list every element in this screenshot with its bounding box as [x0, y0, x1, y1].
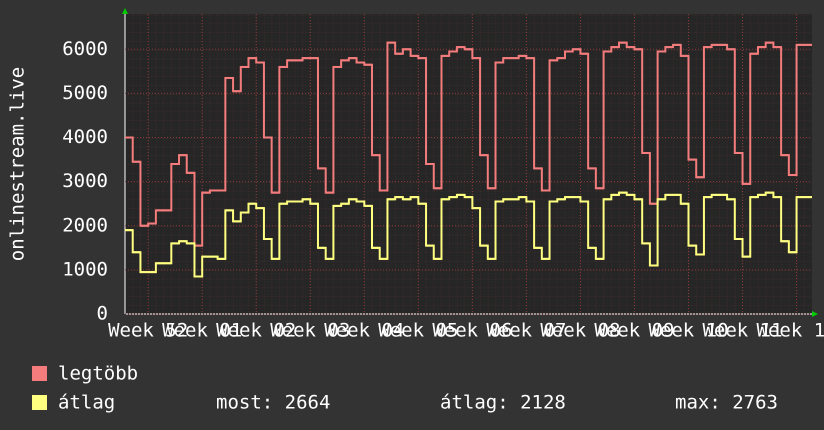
stat-now: most: 2664 [216, 392, 330, 414]
x-tick-label: Week 02 [216, 320, 296, 342]
series-connector [125, 191, 812, 278]
x-tick-label: Week 06 [432, 320, 512, 342]
x-tick-label: Week 05 [378, 320, 458, 342]
x-tick-label: Week 12 [757, 320, 824, 342]
legend-swatch [32, 395, 47, 410]
y-arrow [122, 8, 128, 14]
y-tick-label: 4000 [62, 126, 108, 148]
x-tick-label: Week 11 [702, 320, 782, 342]
x-arrow [812, 311, 818, 317]
y-tick-label: 1000 [62, 258, 108, 280]
legend-swatch [32, 366, 47, 381]
x-tick-label: Week 10 [648, 320, 728, 342]
x-tick-label: Week 07 [486, 320, 566, 342]
legend-label: legtöbb [58, 363, 138, 385]
y-tick-label: 2000 [62, 214, 108, 236]
y-tick-label: 6000 [62, 38, 108, 60]
stat-max: max: 2763 [675, 392, 778, 414]
y-axis-label: onlinestream.live [7, 67, 29, 261]
x-tick-label: Week 52 [108, 320, 188, 342]
legend-label: átlag [58, 392, 115, 414]
stat-avg: átlag: 2128 [440, 392, 566, 414]
x-tick-label: Week 09 [594, 320, 674, 342]
x-tick-label: Week 08 [540, 320, 620, 342]
x-tick-label: Week 04 [324, 320, 404, 342]
y-tick-label: 0 [97, 303, 108, 325]
y-tick-label: 3000 [62, 170, 108, 192]
x-tick-label: Week 03 [270, 320, 350, 342]
y-tick-label: 5000 [62, 82, 108, 104]
minor-grid [125, 14, 812, 314]
x-tick-label: Week 01 [162, 320, 242, 342]
